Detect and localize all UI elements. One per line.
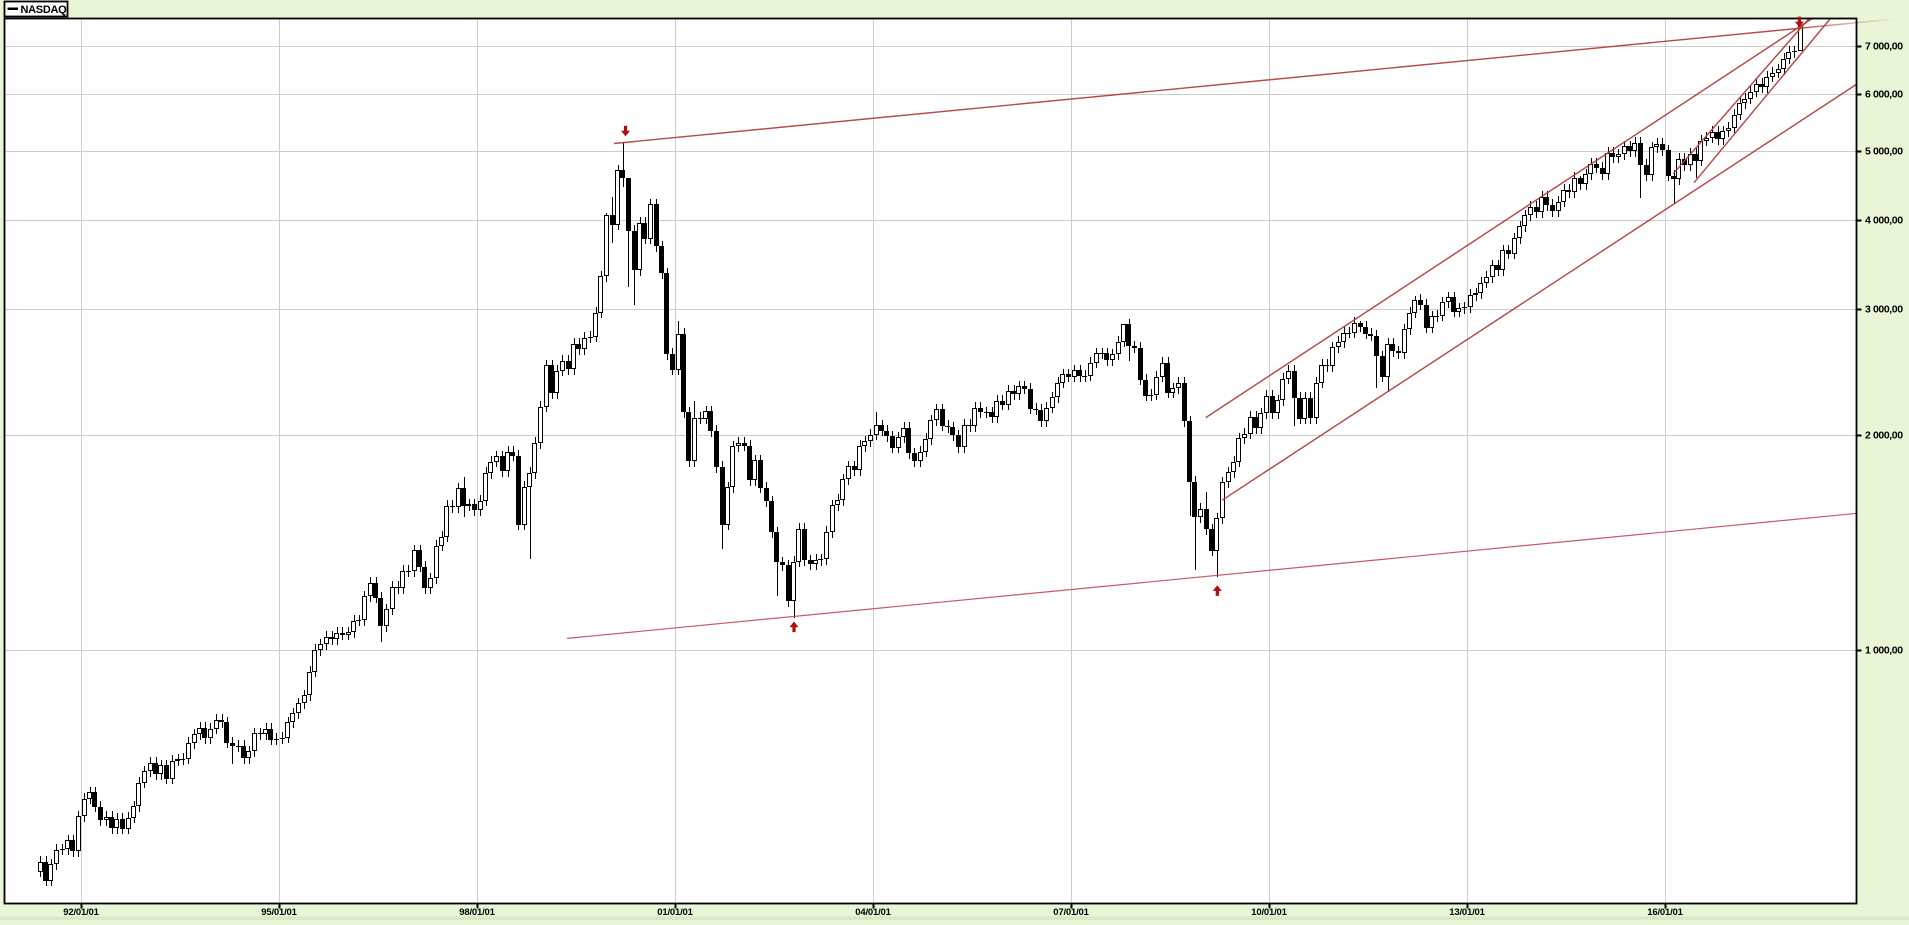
svg-text:10/01/01: 10/01/01 bbox=[1251, 907, 1287, 918]
svg-text:3 000,00: 3 000,00 bbox=[1865, 304, 1903, 316]
svg-text:1 000,00: 1 000,00 bbox=[1865, 645, 1903, 657]
svg-text:4 000,00: 4 000,00 bbox=[1865, 215, 1903, 227]
svg-text:NASDAQ: NASDAQ bbox=[21, 4, 68, 16]
svg-text:95/01/01: 95/01/01 bbox=[261, 907, 297, 918]
svg-text:5 000,00: 5 000,00 bbox=[1865, 146, 1903, 158]
svg-text:16/01/01: 16/01/01 bbox=[1647, 907, 1683, 918]
svg-text:92/01/01: 92/01/01 bbox=[63, 907, 99, 918]
svg-text:01/01/01: 01/01/01 bbox=[657, 907, 693, 918]
svg-text:07/01/01: 07/01/01 bbox=[1053, 907, 1089, 918]
svg-text:2 000,00: 2 000,00 bbox=[1865, 430, 1903, 442]
svg-text:04/01/01: 04/01/01 bbox=[855, 907, 891, 918]
svg-text:98/01/01: 98/01/01 bbox=[459, 907, 495, 918]
svg-text:6 000,00: 6 000,00 bbox=[1865, 89, 1903, 101]
svg-text:13/01/01: 13/01/01 bbox=[1449, 907, 1485, 918]
svg-text:7 000,00: 7 000,00 bbox=[1865, 41, 1903, 53]
